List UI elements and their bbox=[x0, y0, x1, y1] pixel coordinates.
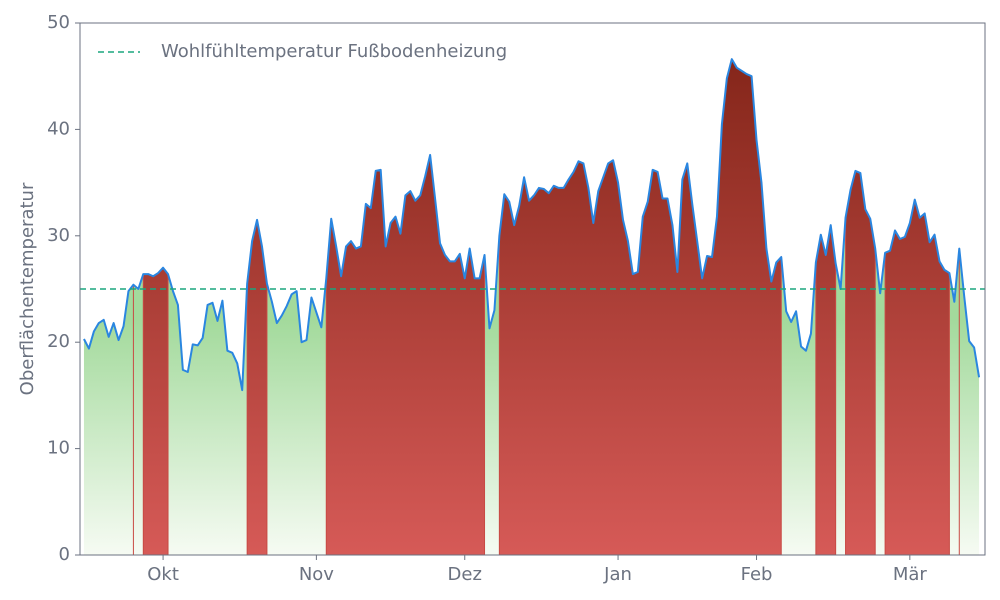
y-axis-label: Oberflächentemperatur bbox=[17, 182, 38, 395]
y-tick-label: 50 bbox=[47, 12, 70, 33]
y-tick-label: 40 bbox=[47, 118, 70, 139]
area-above bbox=[325, 154, 486, 556]
area-above bbox=[845, 170, 876, 556]
x-tick-label: Okt bbox=[147, 564, 179, 585]
x-tick-label: Jan bbox=[603, 564, 632, 585]
y-tick-label: 20 bbox=[47, 331, 70, 352]
area-above bbox=[815, 225, 837, 556]
area-above bbox=[246, 219, 268, 556]
area-above bbox=[884, 199, 950, 556]
x-tick-label: Dez bbox=[448, 564, 482, 585]
x-tick-label: Nov bbox=[299, 564, 334, 585]
y-tick-label: 10 bbox=[47, 438, 70, 459]
line bbox=[83, 58, 981, 392]
plot-frame bbox=[79, 22, 986, 556]
legend-label: Wohlfühltemperatur Fußbodenheizung bbox=[161, 41, 507, 62]
x-tick-label: Mär bbox=[893, 564, 928, 585]
area-above bbox=[142, 266, 169, 556]
y-tick-label: 0 bbox=[59, 544, 70, 565]
area-above bbox=[498, 57, 782, 556]
x-tick-label: Feb bbox=[741, 564, 773, 585]
y-tick-label: 30 bbox=[47, 225, 70, 246]
